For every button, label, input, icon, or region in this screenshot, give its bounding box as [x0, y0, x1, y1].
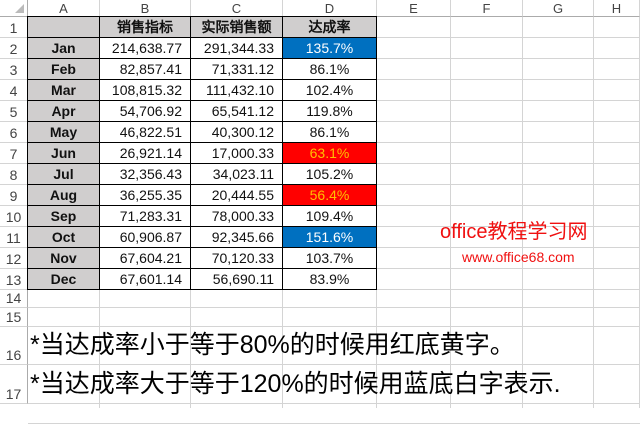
actual-cell[interactable]: 71,331.12: [191, 59, 283, 80]
row-header-15[interactable]: 15: [0, 308, 28, 327]
gridline-horizontal: [28, 307, 640, 308]
actual-cell[interactable]: 92,345.66: [191, 227, 283, 248]
target-cell[interactable]: 108,815.32: [100, 80, 191, 101]
row-header-14[interactable]: 14: [0, 290, 28, 308]
watermark-title: office教程学习网: [440, 221, 588, 243]
column-header-F[interactable]: F: [451, 0, 523, 17]
row-header-8[interactable]: 8: [0, 164, 28, 185]
actual-cell[interactable]: 34,023.11: [191, 164, 283, 185]
target-cell[interactable]: 67,601.14: [100, 269, 191, 290]
rate-cell[interactable]: 109.4%: [283, 206, 377, 227]
row-header-2[interactable]: 2: [0, 38, 28, 59]
month-cell[interactable]: Feb: [28, 59, 100, 80]
select-all-button[interactable]: [0, 0, 28, 17]
note-line-17: *当达成率大于等于120%的时候用蓝底白字表示.: [30, 370, 561, 398]
actual-cell[interactable]: 65,541.12: [191, 101, 283, 122]
rate-cell[interactable]: 119.8%: [283, 101, 377, 122]
rate-cell[interactable]: 105.2%: [283, 164, 377, 185]
month-cell[interactable]: Oct: [28, 227, 100, 248]
column-header-D[interactable]: D: [283, 0, 377, 17]
row-header-10[interactable]: 10: [0, 206, 28, 227]
rate-cell[interactable]: 56.4%: [283, 185, 377, 206]
gridline-horizontal: [28, 364, 640, 365]
gridline-vertical: [593, 17, 594, 408]
month-cell[interactable]: Jul: [28, 164, 100, 185]
actual-cell[interactable]: 78,000.33: [191, 206, 283, 227]
target-cell[interactable]: 71,283.31: [100, 206, 191, 227]
row-header-16[interactable]: 16: [0, 327, 28, 365]
actual-cell[interactable]: 56,690.11: [191, 269, 283, 290]
target-cell[interactable]: 67,604.21: [100, 248, 191, 269]
row-header-11[interactable]: 11: [0, 227, 28, 248]
rate-cell[interactable]: 83.9%: [283, 269, 377, 290]
row-header-1[interactable]: 1: [0, 17, 28, 38]
actual-cell[interactable]: 40,300.12: [191, 122, 283, 143]
month-cell[interactable]: Aug: [28, 185, 100, 206]
rate-cell[interactable]: 63.1%: [283, 143, 377, 164]
row-header-4[interactable]: 4: [0, 80, 28, 101]
column-header-G[interactable]: G: [523, 0, 594, 17]
target-cell[interactable]: 36,255.35: [100, 185, 191, 206]
gridline-vertical: [450, 17, 451, 408]
column-header-E[interactable]: E: [377, 0, 451, 17]
actual-cell[interactable]: 70,120.33: [191, 248, 283, 269]
gridline-horizontal: [28, 403, 640, 404]
header-cell[interactable]: 达成率: [283, 17, 377, 38]
target-cell[interactable]: 82,857.41: [100, 59, 191, 80]
gridline-horizontal: [28, 326, 640, 327]
month-cell[interactable]: Dec: [28, 269, 100, 290]
row-header-5[interactable]: 5: [0, 101, 28, 122]
target-cell[interactable]: 26,921.14: [100, 143, 191, 164]
row-header-13[interactable]: 13: [0, 269, 28, 290]
target-cell[interactable]: 32,356.43: [100, 164, 191, 185]
target-cell[interactable]: 60,906.87: [100, 227, 191, 248]
rate-cell[interactable]: 86.1%: [283, 59, 377, 80]
header-cell[interactable]: [28, 17, 100, 38]
row-header-9[interactable]: 9: [0, 185, 28, 206]
column-header-C[interactable]: C: [191, 0, 283, 17]
row-header-17[interactable]: 17: [0, 365, 28, 404]
actual-cell[interactable]: 111,432.10: [191, 80, 283, 101]
actual-cell[interactable]: 17,000.33: [191, 143, 283, 164]
column-header-A[interactable]: A: [28, 0, 100, 17]
target-cell[interactable]: 214,638.77: [100, 38, 191, 59]
target-cell[interactable]: 46,822.51: [100, 122, 191, 143]
gridline-vertical: [522, 17, 523, 408]
month-cell[interactable]: Mar: [28, 80, 100, 101]
rate-cell[interactable]: 86.1%: [283, 122, 377, 143]
month-cell[interactable]: Nov: [28, 248, 100, 269]
target-cell[interactable]: 54,706.92: [100, 101, 191, 122]
actual-cell[interactable]: 20,444.55: [191, 185, 283, 206]
rate-cell[interactable]: 151.6%: [283, 227, 377, 248]
month-cell[interactable]: May: [28, 122, 100, 143]
watermark-url: www.office68.com: [462, 249, 575, 265]
header-cell[interactable]: 销售指标: [100, 17, 191, 38]
month-cell[interactable]: Apr: [28, 101, 100, 122]
month-cell[interactable]: Jan: [28, 38, 100, 59]
row-header-7[interactable]: 7: [0, 143, 28, 164]
row-header-12[interactable]: 12: [0, 248, 28, 269]
month-cell[interactable]: Jun: [28, 143, 100, 164]
note-line-16: *当达成率小于等于80%的时候用红底黄字。: [30, 331, 515, 359]
rate-cell[interactable]: 135.7%: [283, 38, 377, 59]
column-header-H[interactable]: H: [594, 0, 640, 17]
rate-cell[interactable]: 102.4%: [283, 80, 377, 101]
column-header-B[interactable]: B: [100, 0, 191, 17]
actual-cell[interactable]: 291,344.33: [191, 38, 283, 59]
rate-cell[interactable]: 103.7%: [283, 248, 377, 269]
row-header-3[interactable]: 3: [0, 59, 28, 80]
row-header-6[interactable]: 6: [0, 122, 28, 143]
month-cell[interactable]: Sep: [28, 206, 100, 227]
header-cell[interactable]: 实际销售额: [191, 17, 283, 38]
